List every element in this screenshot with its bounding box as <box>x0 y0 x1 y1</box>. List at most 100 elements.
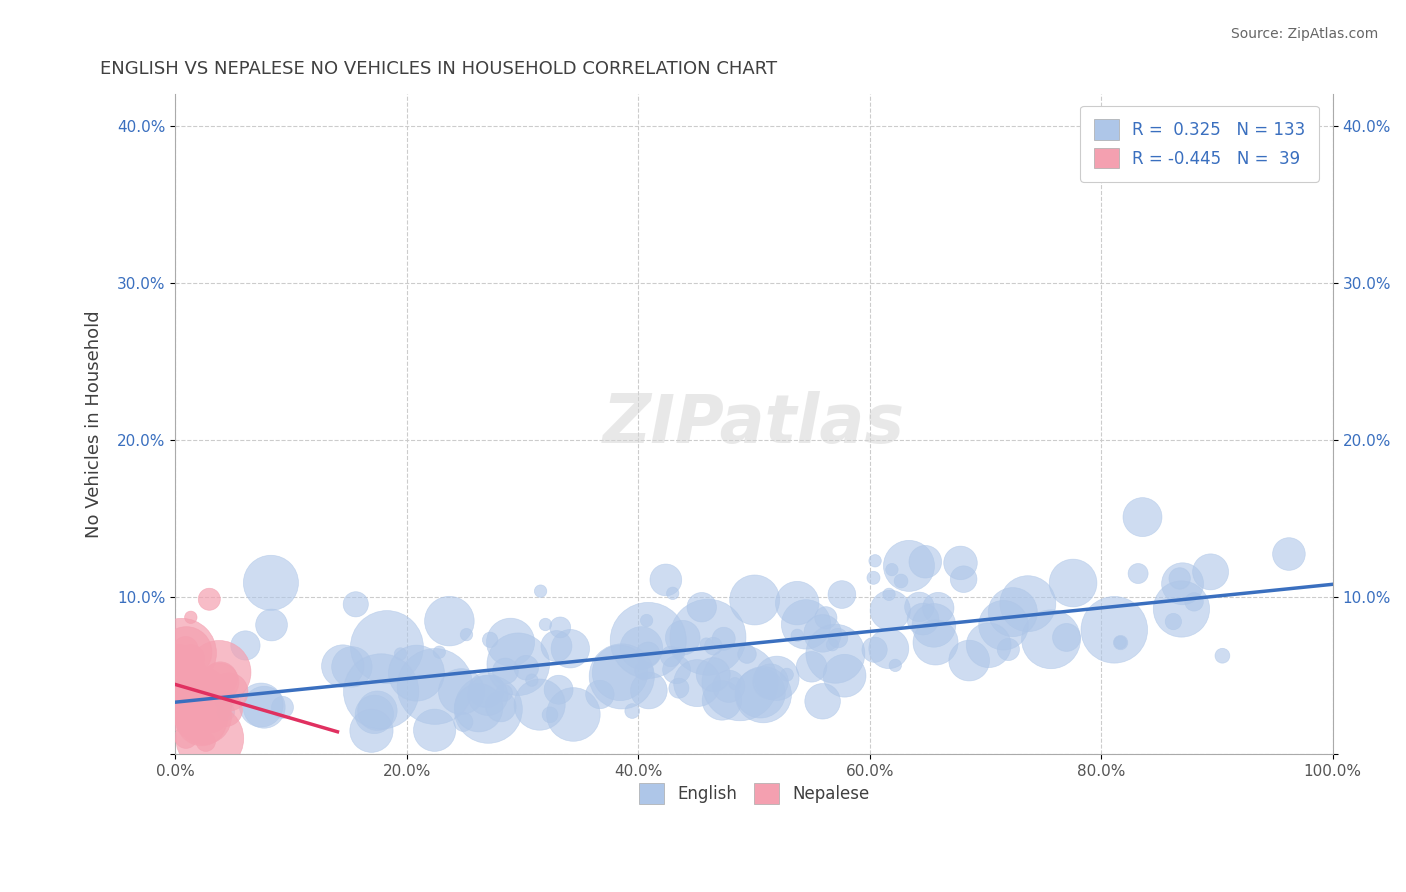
Point <box>636 614 658 628</box>
Point <box>180 651 202 665</box>
Point <box>1211 648 1233 663</box>
Text: ENGLISH VS NEPALESE NO VEHICLES IN HOUSEHOLD CORRELATION CHART: ENGLISH VS NEPALESE NO VEHICLES IN HOUSE… <box>100 60 778 78</box>
Point <box>749 686 772 700</box>
Point <box>181 716 204 731</box>
Point <box>997 642 1019 657</box>
Point <box>194 672 217 686</box>
Point <box>214 694 236 708</box>
Point <box>166 649 188 664</box>
Point <box>423 723 446 738</box>
Point <box>1109 635 1132 649</box>
Point <box>877 641 900 656</box>
Point <box>695 637 717 651</box>
Point <box>235 639 257 653</box>
Point <box>172 666 194 681</box>
Point <box>214 703 236 717</box>
Point <box>800 660 823 674</box>
Point <box>548 620 571 634</box>
Point <box>174 691 197 706</box>
Point <box>993 618 1015 632</box>
Point <box>924 635 946 649</box>
Point <box>717 679 740 693</box>
Point <box>547 682 569 697</box>
Point <box>427 645 450 659</box>
Point <box>332 659 354 673</box>
Point <box>744 593 766 607</box>
Point <box>908 599 931 614</box>
Point <box>340 660 363 674</box>
Point <box>204 696 226 710</box>
Point <box>1132 510 1154 524</box>
Point <box>494 686 516 700</box>
Point <box>529 584 551 599</box>
Point <box>735 647 758 661</box>
Point <box>827 631 849 645</box>
Point <box>1278 547 1301 561</box>
Point <box>546 639 568 653</box>
Point <box>260 618 283 632</box>
Point <box>668 681 690 695</box>
Point <box>824 647 846 661</box>
Y-axis label: No Vehicles in Household: No Vehicles in Household <box>86 310 103 538</box>
Point <box>439 614 461 628</box>
Point <box>977 638 1000 652</box>
Point <box>208 665 231 680</box>
Point <box>637 633 659 648</box>
Point <box>1126 566 1149 581</box>
Point <box>494 664 516 678</box>
Point <box>589 688 612 702</box>
Point <box>659 649 682 664</box>
Point <box>370 684 392 698</box>
Point <box>1171 576 1194 591</box>
Point <box>271 700 294 714</box>
Point <box>1163 615 1185 629</box>
Point <box>922 618 945 632</box>
Point <box>389 647 412 661</box>
Point <box>167 701 190 715</box>
Point <box>1170 602 1192 616</box>
Point <box>759 674 782 689</box>
Point <box>176 645 198 659</box>
Point <box>957 654 980 668</box>
Point <box>456 627 478 641</box>
Point <box>520 673 543 688</box>
Text: ZIPatlas: ZIPatlas <box>603 392 905 458</box>
Point <box>499 635 522 649</box>
Point <box>1062 576 1084 591</box>
Point <box>879 603 901 617</box>
Point <box>250 698 273 712</box>
Point <box>190 714 212 728</box>
Point <box>467 700 489 714</box>
Point <box>253 700 276 714</box>
Point <box>489 699 512 714</box>
Point <box>811 694 834 708</box>
Point <box>198 592 221 607</box>
Point <box>609 665 631 680</box>
Point <box>927 601 949 615</box>
Point <box>190 707 212 722</box>
Point <box>188 687 211 701</box>
Point <box>686 676 709 690</box>
Point <box>181 706 204 721</box>
Point <box>1109 635 1132 649</box>
Point <box>508 657 530 672</box>
Point <box>477 689 499 703</box>
Point <box>1001 605 1024 619</box>
Point <box>209 687 232 701</box>
Point <box>690 600 713 615</box>
Point <box>529 698 551 712</box>
Point <box>884 658 907 673</box>
Point <box>863 554 886 568</box>
Text: Source: ZipAtlas.com: Source: ZipAtlas.com <box>1230 27 1378 41</box>
Point <box>423 680 446 694</box>
Point <box>260 575 283 590</box>
Point <box>166 660 188 674</box>
Point <box>724 676 747 690</box>
Point <box>562 707 585 722</box>
Point <box>630 641 652 656</box>
Point <box>475 683 498 698</box>
Point <box>610 669 633 683</box>
Point <box>200 708 222 723</box>
Legend: English, Nepalese: English, Nepalese <box>630 775 877 812</box>
Point <box>170 646 193 660</box>
